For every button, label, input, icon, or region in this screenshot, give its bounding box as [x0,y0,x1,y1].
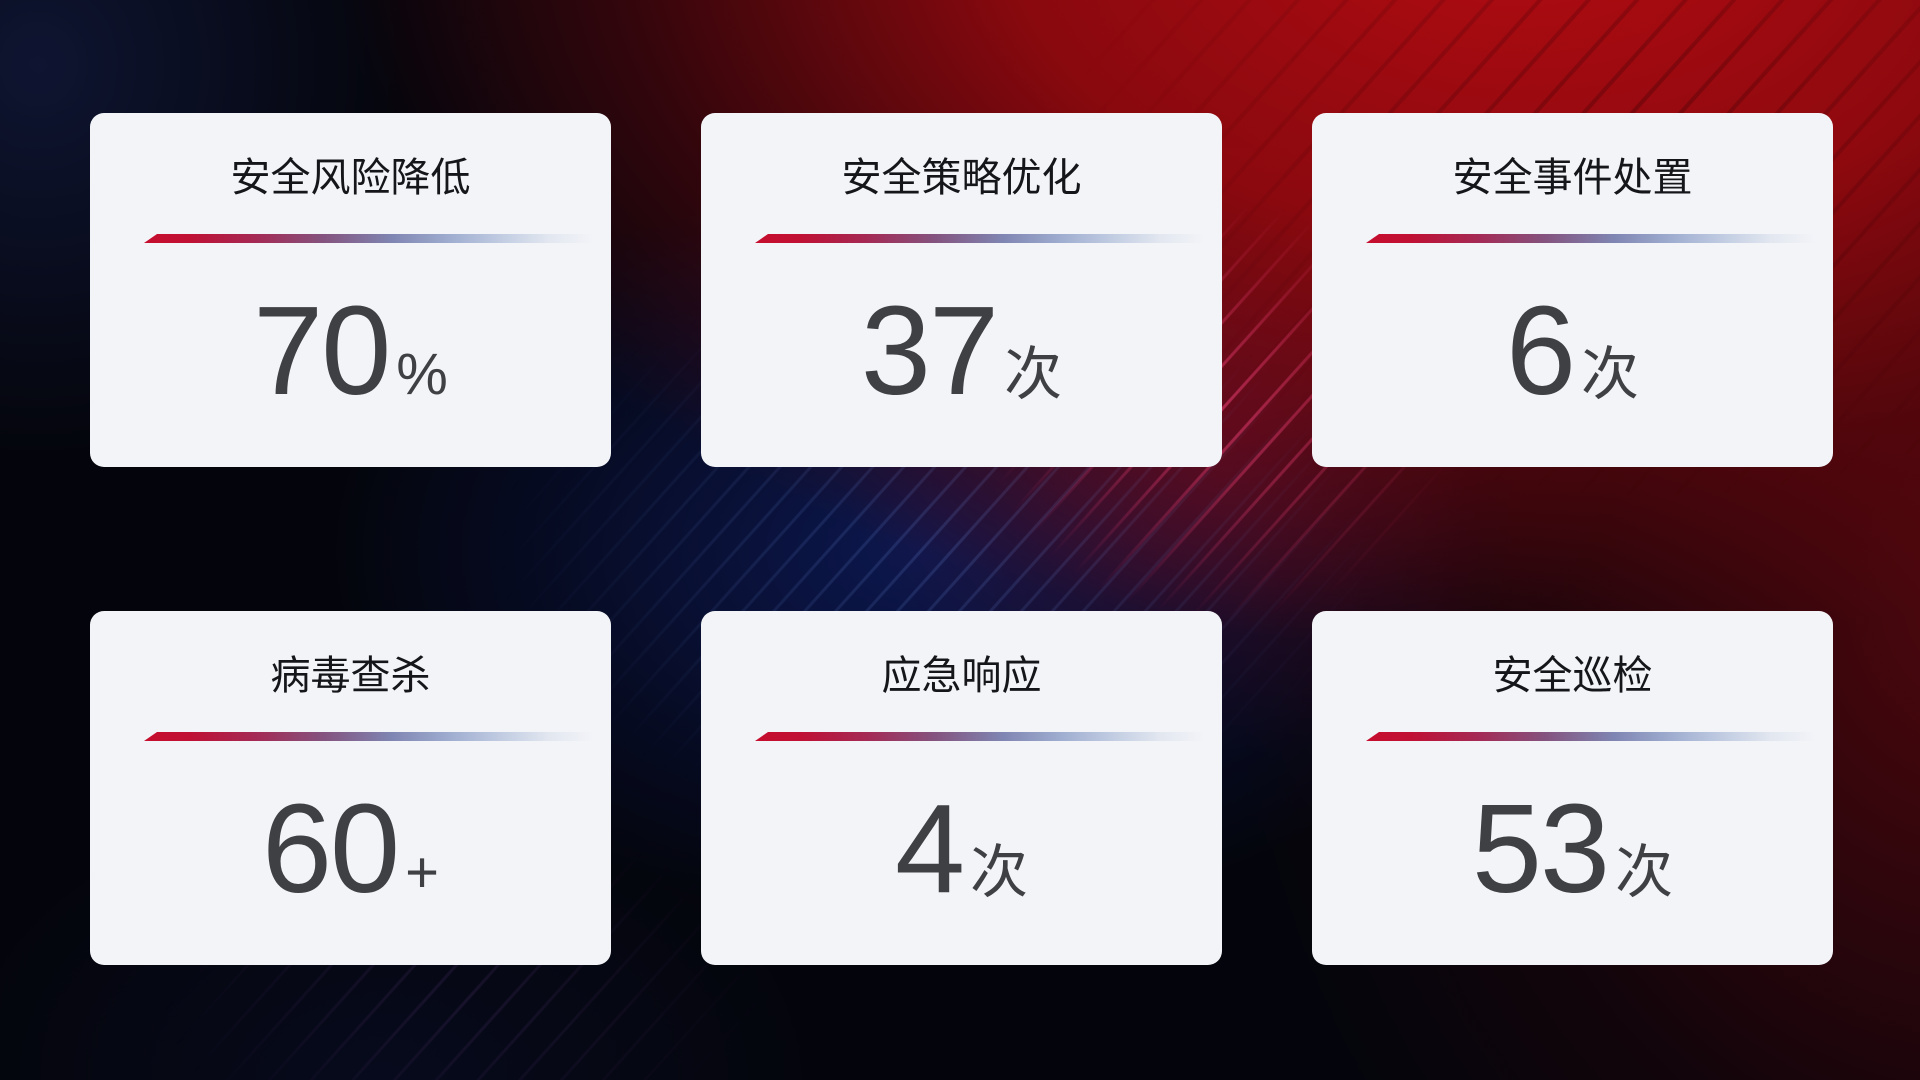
stat-card-value-row: 60 + [90,778,611,919]
stat-card-divider [1366,234,1816,243]
stat-card-title: 安全事件处置 [1452,156,1693,200]
stat-card-virus-scan: 病毒查杀 60 + [90,611,611,965]
stat-card-value-row: 6 次 [1312,280,1833,421]
stat-card-unit: 次 [970,840,1029,905]
stat-card-value: 70 [253,280,391,421]
stat-card-title: 应急响应 [881,654,1042,698]
stat-card-title: 病毒查杀 [270,654,431,698]
stat-card-risk-reduction: 安全风险降低 70 % [90,113,611,467]
stat-card-divider [144,732,594,741]
stat-card-value: 53 [1471,778,1610,919]
stat-card-value-row: 70 % [90,280,611,421]
stat-card-divider [755,732,1205,741]
stat-card-unit: % [396,342,448,407]
stat-card-value: 4 [894,778,965,919]
stat-card-value-row: 4 次 [701,778,1222,919]
stat-card-divider [755,234,1205,243]
stat-card-unit: 次 [1615,840,1674,905]
stat-card-value: 37 [860,280,999,421]
stat-card-unit: 次 [1004,342,1063,407]
stat-card-title: 安全巡检 [1492,654,1653,698]
stats-grid: 安全风险降低 70 % 安全策略优化 37 次 安全事件处置 6 次 病毒查 [90,113,1833,965]
stat-card-title: 安全策略优化 [841,156,1082,200]
stat-card-emergency-response: 应急响应 4 次 [701,611,1222,965]
stat-card-incident-handling: 安全事件处置 6 次 [1312,113,1833,467]
stat-card-security-inspection: 安全巡检 53 次 [1312,611,1833,965]
stat-card-title: 安全风险降低 [230,156,471,200]
stat-card-value: 6 [1505,280,1576,421]
stat-card-value: 60 [261,778,400,919]
stat-card-unit: 次 [1581,342,1640,407]
stat-card-unit: + [405,840,440,905]
stat-card-divider [1366,732,1816,741]
stat-card-divider [144,234,594,243]
stat-card-policy-optimization: 安全策略优化 37 次 [701,113,1222,467]
stat-card-value-row: 37 次 [701,280,1222,421]
stat-card-value-row: 53 次 [1312,778,1833,919]
